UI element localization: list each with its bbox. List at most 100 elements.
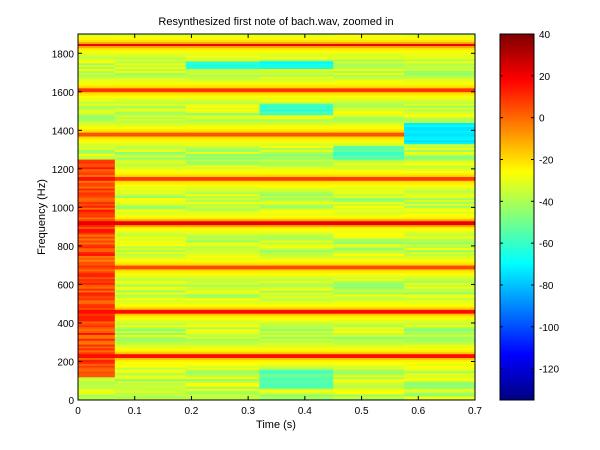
spectrogram-cell [404,234,476,237]
spectrogram-cell [259,126,334,129]
spectrogram-cell [404,274,476,278]
colorbar-segment [500,184,534,187]
spectrogram-cell [114,213,187,216]
spectrogram-cell [114,334,187,337]
colorbar-segment [500,136,534,139]
spectrogram-cell [259,236,334,239]
spectrogram-cell [78,215,116,218]
spectrogram-cell [114,72,187,75]
spectrogram-cell [333,205,405,208]
spectrogram-cell [333,363,405,366]
spectrogram-cell [114,232,187,235]
spectrogram-cell [185,367,260,370]
spectrogram-cell [259,186,334,189]
spectrogram-cell [78,201,116,204]
spectrogram-cell [333,157,405,160]
spectrogram-cell [404,280,476,283]
spectrogram-cell [185,303,260,307]
spectrogram-cell [333,230,405,233]
spectrogram-cell [185,292,260,295]
spectrogram-cell [185,68,260,71]
spectrogram-cell [259,332,334,335]
spectrogram-cell [404,205,476,208]
colorbar-segment [500,334,534,337]
spectrogram-cell [114,109,187,112]
colorbar-segment [500,158,534,161]
colorbar-segment [500,144,534,147]
spectrogram-cell [114,365,187,368]
spectrogram-cell [114,394,187,397]
spectrogram-cell [404,37,476,41]
colorbar-segment [500,254,534,257]
colorbar-segment [500,34,534,37]
colorbar-segment [500,292,534,295]
spectrogram-cell [78,282,116,285]
spectrogram-cell [185,178,260,181]
spectrogram-cell [259,89,334,93]
colorbar-segment [500,320,534,323]
colorbar-segment [500,382,534,385]
spectrogram-cell [333,305,405,308]
spectrogram-cell [259,276,334,280]
spectrogram-cell [185,297,260,301]
spectrogram-cell [185,236,260,239]
spectrogram-cell [114,43,187,46]
spectrogram-cell [404,95,476,98]
spectrogram-cell [185,398,260,401]
spectrogram-cell [259,213,334,216]
colorbar-segment [500,364,534,367]
spectrogram-cell [114,269,187,272]
spectrogram-cell [78,309,116,312]
spectrogram-cell [259,297,334,301]
spectrogram-cell [185,209,260,212]
colorbar-segment [500,352,534,355]
spectrogram-cell [185,249,260,253]
spectrogram-cell [404,184,476,187]
colorbar-segment [500,256,534,259]
colorbar-segment [500,226,534,229]
spectrogram-cell [333,107,405,110]
spectrogram-cell [78,114,116,118]
spectrogram-cell [114,353,187,357]
spectrogram-cell [333,39,405,43]
spectrogram-cell [78,243,116,247]
colorbar-segment [500,394,534,397]
colorbar-segment [500,308,534,311]
spectrogram-cell [333,278,405,281]
spectrogram-cell [78,159,116,162]
spectrogram-cell [259,116,334,120]
spectrogram-cell [185,153,260,156]
spectrogram-cell [259,34,334,37]
spectrogram-cell [259,261,334,264]
spectrogram-cell [333,340,405,343]
spectrogram-heatmap [78,34,476,401]
spectrogram-cell [259,182,334,185]
spectrogram-cell [185,99,260,102]
spectrogram-cell [259,230,334,233]
spectrogram-cell [404,60,476,64]
spectrogram-cell [259,188,334,191]
spectrogram-cell [114,136,187,139]
spectrogram-cell [404,269,476,272]
spectrogram-cell [78,321,116,324]
spectrogram-cell [78,384,116,387]
spectrogram-cell [404,263,476,266]
spectrogram-cell [333,66,405,70]
spectrogram-cell [185,369,260,372]
spectrogram-cell [259,136,334,139]
colorbar-segment [500,88,534,91]
colorbar-segment [500,198,534,201]
spectrogram-cell [333,288,405,291]
spectrogram-cell [333,228,405,231]
spectrogram-cell [78,145,116,149]
spectrogram-cell [185,164,260,168]
spectrogram-cell [78,278,116,281]
spectrogram-cell [114,145,187,149]
spectrogram-cell [404,222,476,226]
spectrogram-cell [333,86,405,89]
spectrogram-cell [333,37,405,41]
colorbar-segment [500,182,534,185]
spectrogram-cell [259,270,334,274]
spectrogram-cell [259,257,334,260]
spectrogram-cell [404,199,476,202]
